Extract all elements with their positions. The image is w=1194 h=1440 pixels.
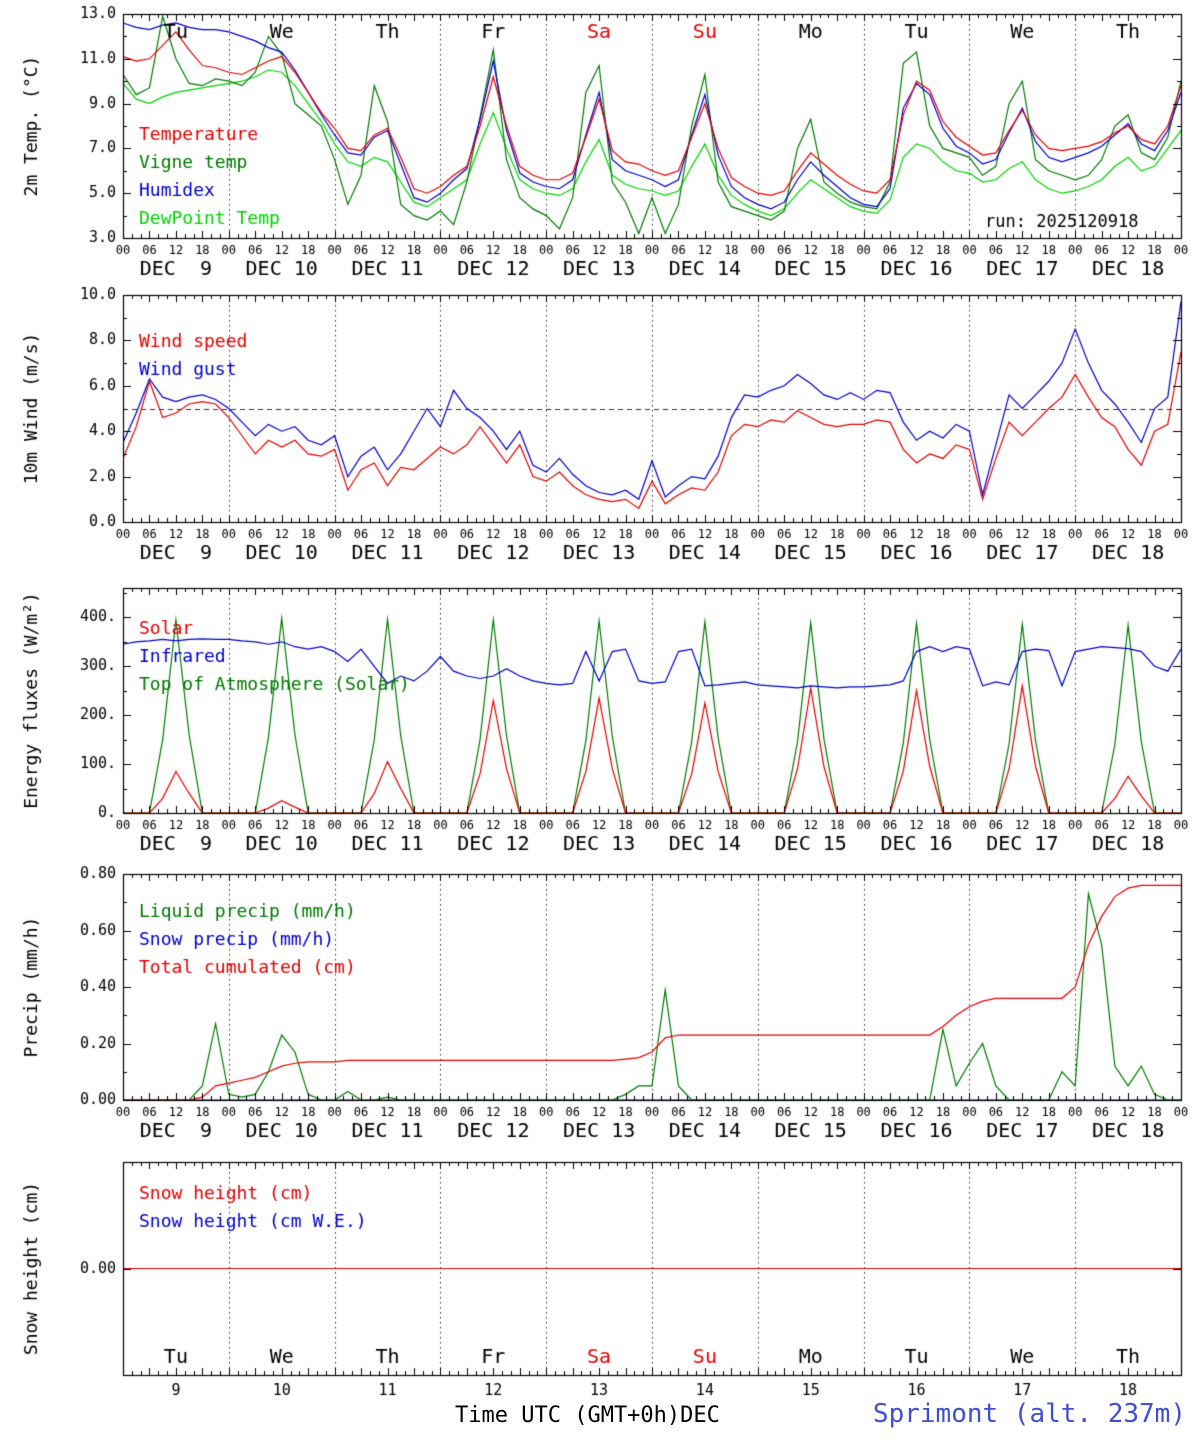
model-credits: MARv3.14 model forced by GFS (c) Lab. of… (2, 1399, 399, 1440)
station-label: Sprimont (alt. 237m) (872, 1399, 1186, 1429)
time-axis-title: Time UTC (GMT+0h)DEC (455, 1403, 720, 1428)
